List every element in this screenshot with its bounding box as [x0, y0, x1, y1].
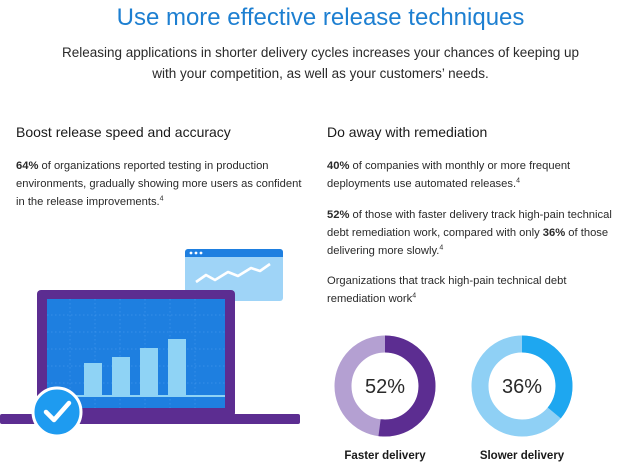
intro-text: Releasing applications in shorter delive…	[61, 45, 580, 81]
trend-line-icon	[195, 262, 271, 284]
donut-label-slower: Slower delivery	[479, 450, 565, 462]
donut-slower-delivery: 36%	[471, 335, 573, 437]
tracking-caption-text: Organizations that track high-pain techn…	[327, 275, 567, 305]
left-heading: Boost release speed and accuracy	[16, 124, 231, 140]
left-paragraph: 64% of organizations reported testing in…	[16, 157, 306, 211]
right-heading: Do away with remediation	[327, 124, 488, 140]
tracking-caption: Organizations that track high-pain techn…	[327, 272, 627, 308]
footnote: 4	[516, 177, 520, 185]
tech-debt-paragraph: 52% of those with faster delivery track …	[327, 206, 627, 260]
tech-debt-text-b: of those delivering more slowly.	[327, 227, 609, 257]
laptop-illustration	[0, 249, 300, 438]
bar-chart-icon	[84, 339, 186, 395]
screen-grid	[47, 299, 225, 408]
stat-40: 40%	[327, 160, 350, 172]
laptop-screen	[47, 299, 225, 408]
footnote: 4	[439, 244, 444, 252]
trend-window	[185, 249, 283, 301]
donut-faster-delivery: 52%	[334, 335, 436, 437]
footnote: 4	[412, 292, 417, 300]
footnote: 4	[159, 195, 164, 203]
left-paragraph-text: of organizations reported testing in pro…	[16, 160, 302, 208]
donut-value-label: 36%	[502, 376, 542, 398]
stat-64: 64%	[16, 160, 39, 172]
checkmark-icon	[31, 386, 83, 438]
donut-value-arc	[334, 335, 436, 437]
stat-36: 36%	[542, 227, 566, 239]
automated-releases-paragraph: 40% of companies with monthly or more fr…	[327, 157, 627, 193]
donut-value-label: 52%	[365, 376, 405, 398]
automated-releases-text: of companies with monthly or more freque…	[327, 160, 571, 190]
page-title: Use more effective release techniques	[116, 4, 525, 31]
stat-52: 52%	[327, 209, 350, 221]
tech-debt-text-a: of those with faster delivery track high…	[327, 209, 612, 239]
donut-value-arc	[471, 335, 573, 437]
donut-label-faster: Faster delivery	[344, 450, 426, 462]
